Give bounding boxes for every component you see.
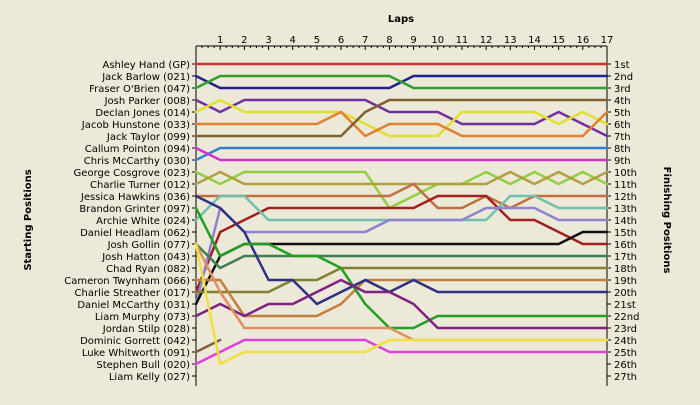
lap-tick-label: 17 (601, 35, 614, 46)
finishing-position-label: 16th (614, 240, 637, 251)
starting-position-label: Charlie Turner (012) (90, 180, 190, 191)
series-line (194, 266, 609, 294)
finishing-position-label: 1st (614, 60, 630, 71)
finishing-position-label: 2nd (614, 72, 633, 83)
series-line (194, 98, 609, 138)
finishing-position-label: 6th (614, 120, 631, 131)
starting-position-label: Jacob Hunstone (033) (81, 120, 190, 131)
series-line (194, 170, 609, 210)
series-line (194, 98, 609, 138)
series-line (194, 98, 609, 138)
finishing-position-label: 25th (614, 348, 637, 359)
finishing-position-label: 14th (614, 216, 637, 227)
finishing-position-label: 5th (614, 108, 631, 119)
finishing-position-label: 8th (614, 144, 631, 155)
right-axis-title: Finishing Positions (661, 167, 672, 274)
starting-position-label: Archie White (024) (96, 216, 190, 227)
finishing-position-label: 9th (614, 156, 631, 167)
starting-position-label: Daniel McCarthy (031) (77, 300, 190, 311)
lap-tick-label: 5 (314, 35, 320, 46)
starting-position-label: Chris McCarthy (030) (84, 156, 190, 167)
series-lines (194, 62, 609, 366)
finishing-position-label: 15th (614, 228, 637, 239)
finishing-position-label: 12th (614, 192, 637, 203)
top-axis-title: Laps (388, 14, 414, 25)
lap-tick-label: 4 (290, 35, 296, 46)
starting-position-label: Josh Hatton (043) (101, 252, 190, 263)
starting-position-label: Liam Kelly (027) (109, 372, 190, 383)
finishing-position-label: 13th (614, 204, 637, 215)
lap-tick-label: 16 (576, 35, 589, 46)
series-line (194, 206, 609, 306)
lap-tick-label: 14 (528, 35, 541, 46)
starting-position-label: Liam Murphy (073) (95, 312, 190, 323)
series-line (194, 278, 609, 318)
starting-position-label: Charlie Streather (017) (75, 288, 191, 299)
finishing-position-label: 19th (614, 276, 637, 287)
starting-position-label: Daniel Headlam (062) (80, 228, 190, 239)
finishing-position-label: 23rd (614, 324, 637, 335)
lap-tick-label: 9 (410, 35, 416, 46)
finishing-position-label: 3rd (614, 84, 631, 95)
starting-position-label: Cameron Twynham (066) (64, 276, 190, 287)
starting-position-label: Chad Ryan (082) (106, 264, 190, 275)
starting-position-label: Jessica Hawkins (036) (80, 192, 190, 203)
starting-position-label: Josh Parker (008) (104, 96, 190, 107)
starting-position-label: Jack Barlow (021) (101, 72, 190, 83)
starting-position-label: Ashley Hand (GP) (102, 60, 190, 71)
finishing-position-label: 10th (614, 168, 637, 179)
finishing-position-label: 20th (614, 288, 637, 299)
lap-tick-label: 15 (552, 35, 565, 46)
starting-position-label: George Cosgrove (023) (74, 168, 191, 179)
finishing-position-label: 18th (614, 264, 637, 275)
starting-position-label: Jordan Stilp (028) (102, 324, 190, 335)
finishing-position-label: 17th (614, 252, 637, 263)
series-line (194, 338, 609, 366)
starting-position-label: Fraser O'Brien (047) (89, 84, 190, 95)
starting-position-label: Dominic Gorrett (042) (80, 336, 190, 347)
lap-tick-label: 6 (338, 35, 344, 46)
series-line (194, 242, 609, 366)
series-line (194, 74, 609, 90)
finishing-position-label: 24th (614, 336, 637, 347)
series-line (194, 194, 609, 294)
lap-tick-label: 2 (241, 35, 247, 46)
series-line (194, 170, 609, 186)
series-line (194, 206, 609, 330)
series-line (194, 110, 609, 138)
lap-tick-label: 10 (431, 35, 444, 46)
lap-tick-label: 13 (504, 35, 517, 46)
finishing-position-label: 21st (614, 300, 636, 311)
finishing-position-label: 11th (614, 180, 637, 191)
lap-tick-label: 11 (456, 35, 469, 46)
finishing-position-label: 4th (614, 96, 631, 107)
lap-tick-label: 3 (265, 35, 271, 46)
starting-position-label: Jack Taylor (099) (106, 132, 190, 143)
series-line (194, 242, 609, 270)
finishing-position-label: 7th (614, 132, 631, 143)
left-axis-title: Starting Positions (23, 169, 34, 270)
series-line (194, 146, 609, 162)
series-line (194, 194, 609, 306)
starting-position-label: Callum Pointon (094) (85, 144, 190, 155)
series-line (194, 146, 609, 162)
lap-tick-label: 8 (386, 35, 392, 46)
starting-position-label: Stephen Bull (020) (96, 360, 190, 371)
lap-tick-label: 1 (217, 35, 223, 46)
finishing-position-label: 26th (614, 360, 637, 371)
lap-tick-label: 7 (362, 35, 368, 46)
lap-tick-label: 12 (480, 35, 493, 46)
finishing-position-label: 27th (614, 372, 637, 383)
starting-position-label: Brandon Grinter (097) (79, 204, 190, 215)
finishing-position-label: 22nd (614, 312, 639, 323)
starting-position-label: Luke Whitworth (091) (82, 348, 190, 359)
starting-position-label: Declan Jones (014) (95, 108, 190, 119)
series-line (194, 278, 609, 330)
series-line (194, 182, 609, 210)
starting-position-label: Josh Gollin (077) (107, 240, 191, 251)
